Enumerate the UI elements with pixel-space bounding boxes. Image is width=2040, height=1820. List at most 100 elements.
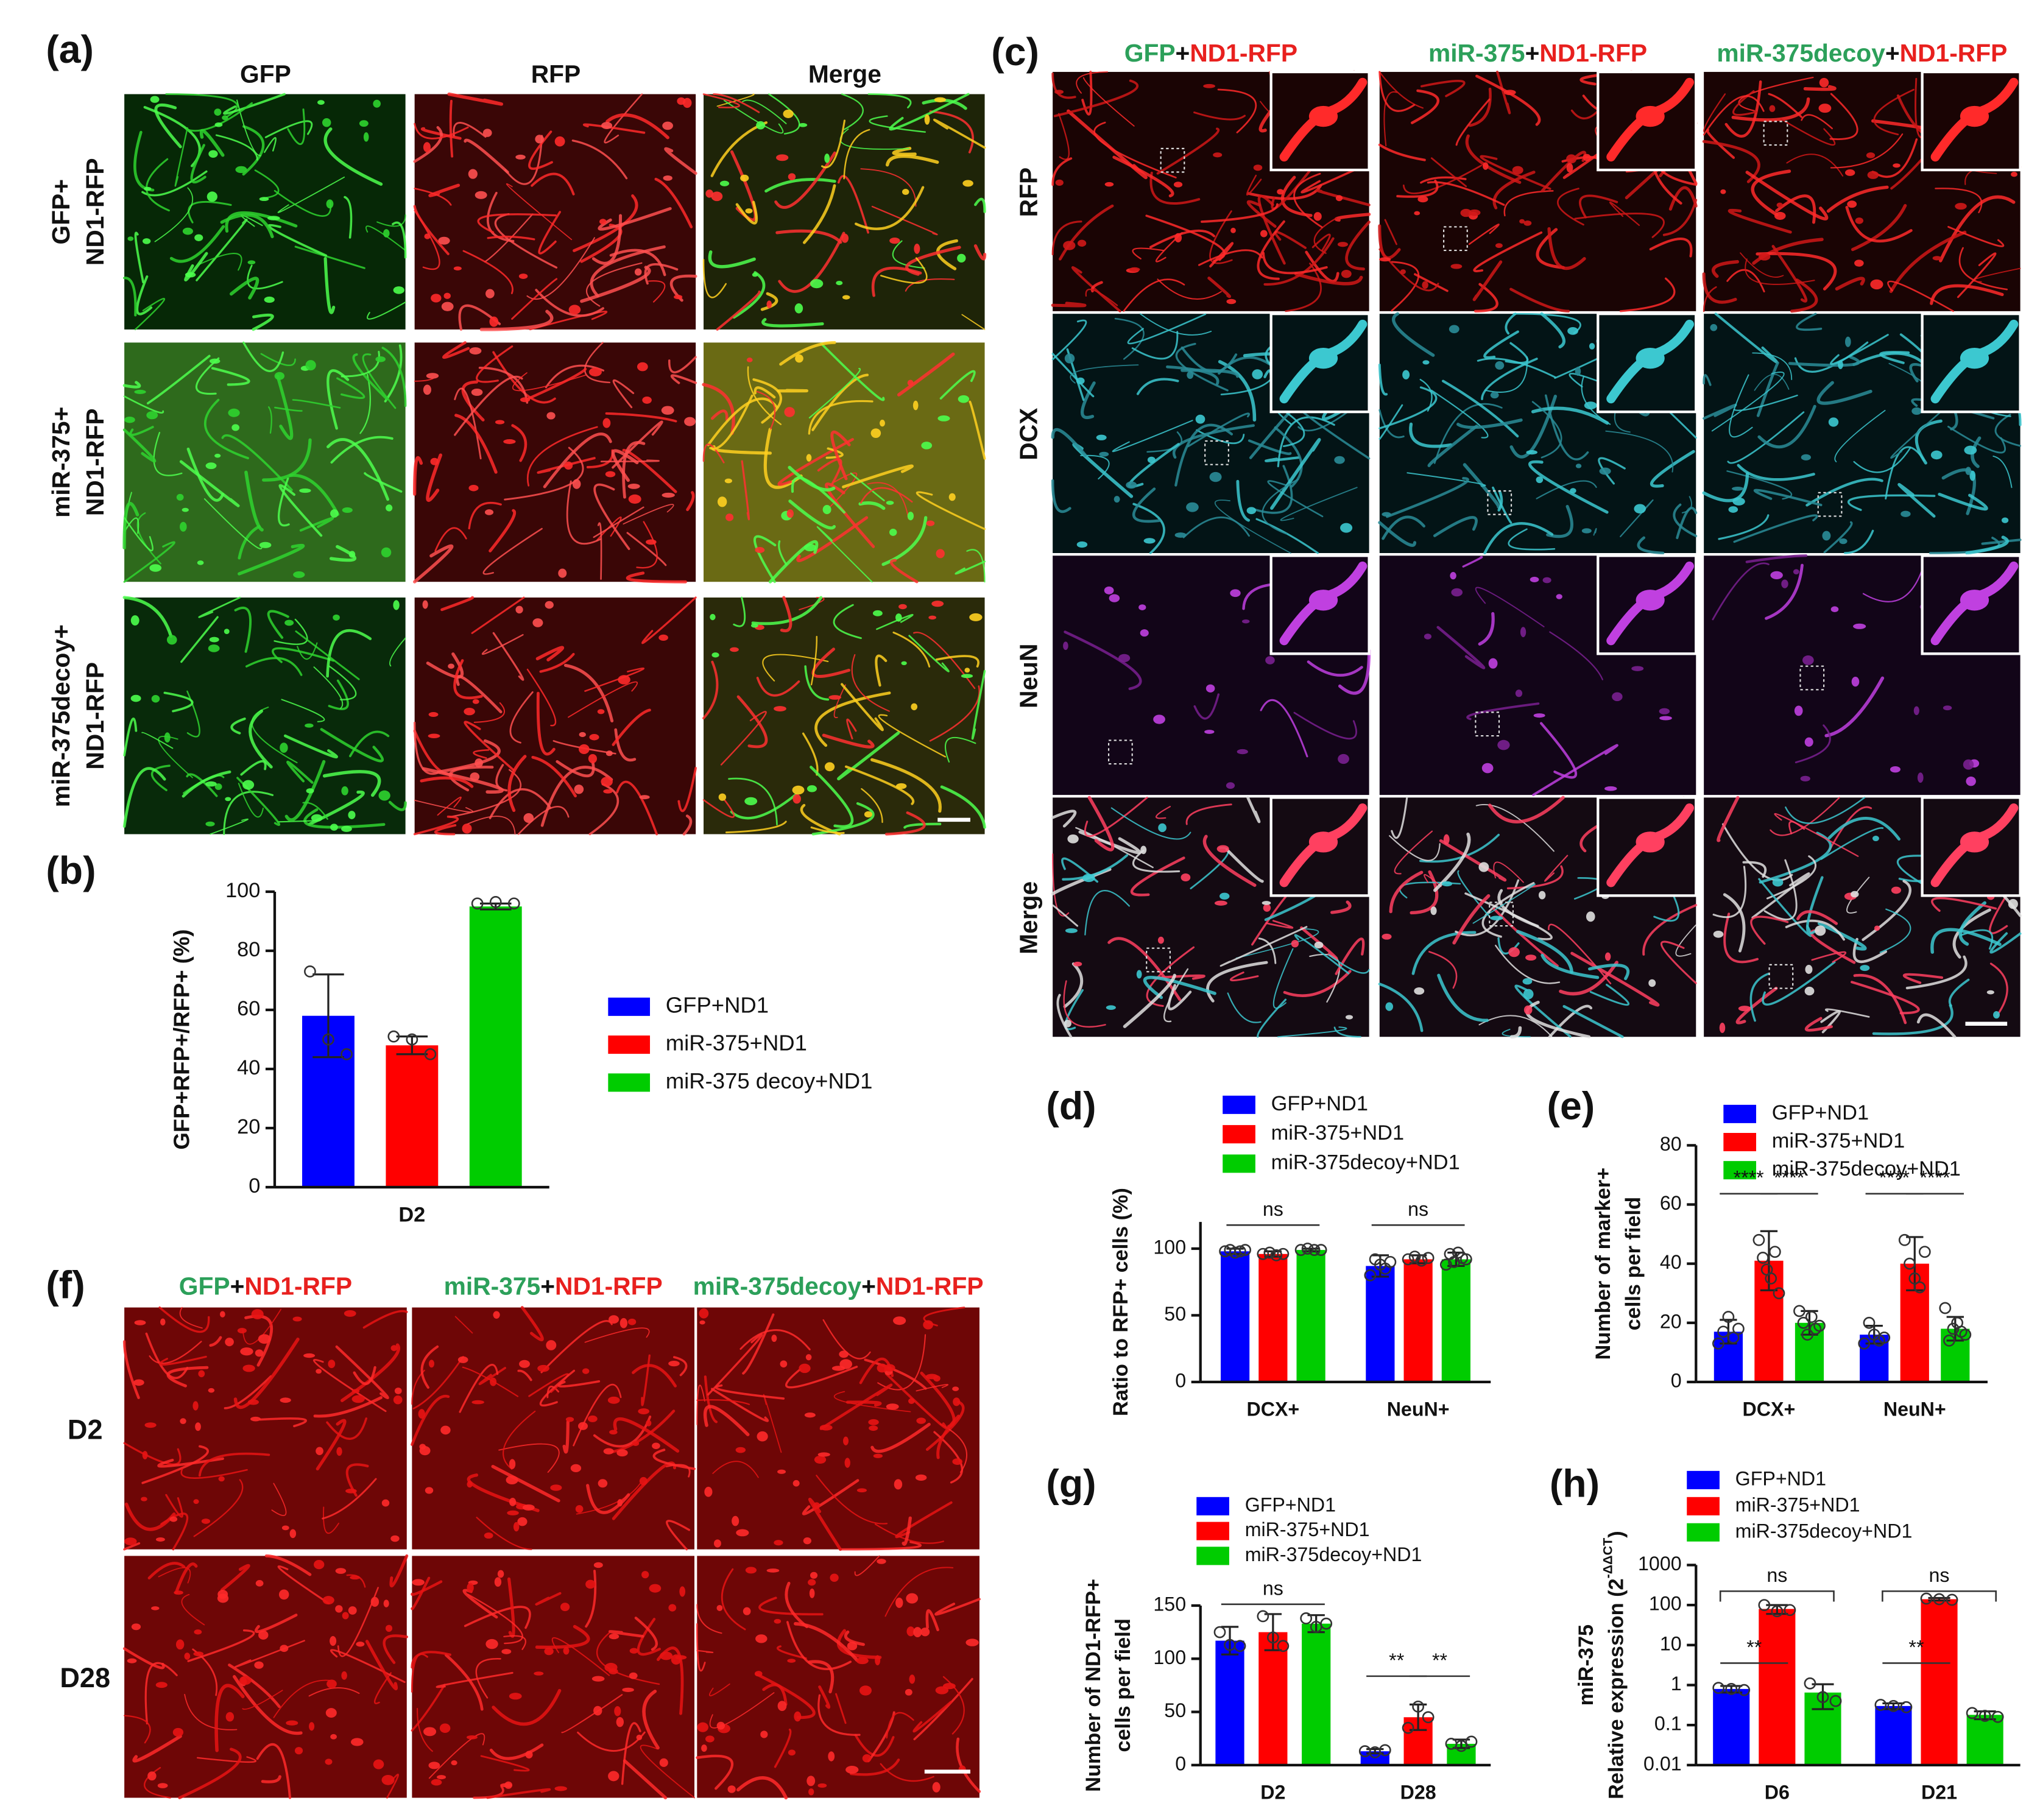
cell-process <box>414 122 469 139</box>
cell-process <box>1406 472 1486 487</box>
header-segment: ND1-RFP <box>1900 39 2008 67</box>
cell-body <box>614 1705 621 1716</box>
cell-process <box>1752 352 1793 381</box>
cell-body <box>1901 510 1911 517</box>
cell-process <box>454 375 523 436</box>
cell-body <box>732 1515 739 1526</box>
cell-process <box>1475 804 1555 852</box>
cell-process <box>540 1320 613 1374</box>
data-point <box>1270 1249 1283 1261</box>
cell-body <box>717 496 727 507</box>
cell-process <box>326 438 390 501</box>
cell-process <box>489 1743 544 1760</box>
y-tick-label: 100 <box>1649 1593 1682 1615</box>
cell-body <box>1870 279 1883 290</box>
cell-process <box>1253 465 1293 514</box>
cell-body <box>197 560 204 565</box>
cell-process <box>816 526 873 583</box>
cell-body <box>333 614 340 621</box>
cell-body <box>1770 571 1783 579</box>
cell-body <box>564 461 573 470</box>
cell-process <box>623 504 674 525</box>
cell-process <box>934 1598 981 1616</box>
cell-body <box>925 1374 939 1380</box>
cell-process <box>1771 245 1808 303</box>
cell-process <box>1546 504 1573 538</box>
cell-body <box>335 1605 343 1613</box>
cell-process <box>704 1375 718 1423</box>
cell-process <box>892 631 931 668</box>
cell-body <box>390 1345 398 1352</box>
cell-process <box>1475 74 1541 126</box>
cell-process <box>1796 910 1838 925</box>
cell-body <box>588 753 598 764</box>
cell-process <box>922 99 967 110</box>
cell-body <box>948 493 956 501</box>
cell-process <box>444 1653 484 1711</box>
cell-process <box>1392 312 1435 357</box>
bar <box>1759 1609 1796 1765</box>
cell-process <box>611 449 639 482</box>
cell-body <box>719 180 730 186</box>
cell-process <box>1472 883 1536 924</box>
cell-body <box>1064 353 1075 364</box>
cell-body <box>1414 211 1421 216</box>
cell-body <box>589 734 599 741</box>
error-bar <box>1946 1316 1964 1342</box>
cell-process <box>612 420 663 469</box>
header-segment: ND1-RFP <box>244 1272 352 1300</box>
cell-body <box>1054 90 1064 94</box>
panel-label: (f) <box>46 1263 85 1307</box>
cell-body <box>149 564 162 572</box>
cell-body <box>228 408 240 417</box>
cell-body <box>1772 878 1784 887</box>
y-axis-label: GFP+RFP+/RFP+ (%) <box>169 929 194 1150</box>
cell-process <box>1834 409 1886 462</box>
cell-process <box>454 414 498 474</box>
cell-process <box>149 1341 202 1364</box>
cell-body <box>824 762 835 772</box>
cell-body <box>842 1436 849 1445</box>
cell-process <box>278 484 323 537</box>
cell-process <box>1123 973 1176 1028</box>
cell-body <box>674 295 683 300</box>
cell-process <box>197 1756 256 1763</box>
cell-body <box>214 783 222 790</box>
cell-process <box>1378 409 1405 439</box>
cell-body <box>705 189 713 198</box>
cell-body <box>336 1447 342 1456</box>
cell-body <box>174 1590 183 1595</box>
y-tick-label: 0.01 <box>1643 1752 1682 1774</box>
cell-process <box>1728 208 1792 234</box>
cell-process <box>808 367 861 418</box>
cell-process <box>323 1506 339 1534</box>
inset-soma <box>1308 590 1338 611</box>
cell-body <box>305 360 316 371</box>
cell-process <box>1788 355 1860 367</box>
cell-process <box>122 596 173 638</box>
cell-process <box>1827 817 1901 841</box>
cell-body <box>658 634 668 641</box>
cell-process <box>886 1712 914 1739</box>
cell-process <box>552 740 616 755</box>
cell-process <box>495 764 508 792</box>
cell-process <box>1193 693 1220 720</box>
cell-process <box>1246 200 1277 228</box>
cell-body <box>743 1607 751 1615</box>
cell-process <box>1457 870 1491 917</box>
cell-process <box>1972 267 2021 283</box>
data-point <box>1439 1258 1452 1271</box>
cell-process <box>1916 1013 1957 1039</box>
cell-process <box>1650 450 1695 488</box>
cell-process <box>1544 855 1569 882</box>
cell-body <box>206 191 217 202</box>
cell-body <box>952 1458 962 1465</box>
cell-process <box>854 1555 880 1576</box>
cell-process <box>1378 982 1424 1032</box>
cell-process <box>1257 998 1287 1038</box>
cell-process <box>1676 506 1698 540</box>
cell-process <box>1132 850 1181 873</box>
cell-process <box>159 1355 207 1366</box>
cell-body <box>258 1334 271 1344</box>
cell-process <box>846 718 857 739</box>
